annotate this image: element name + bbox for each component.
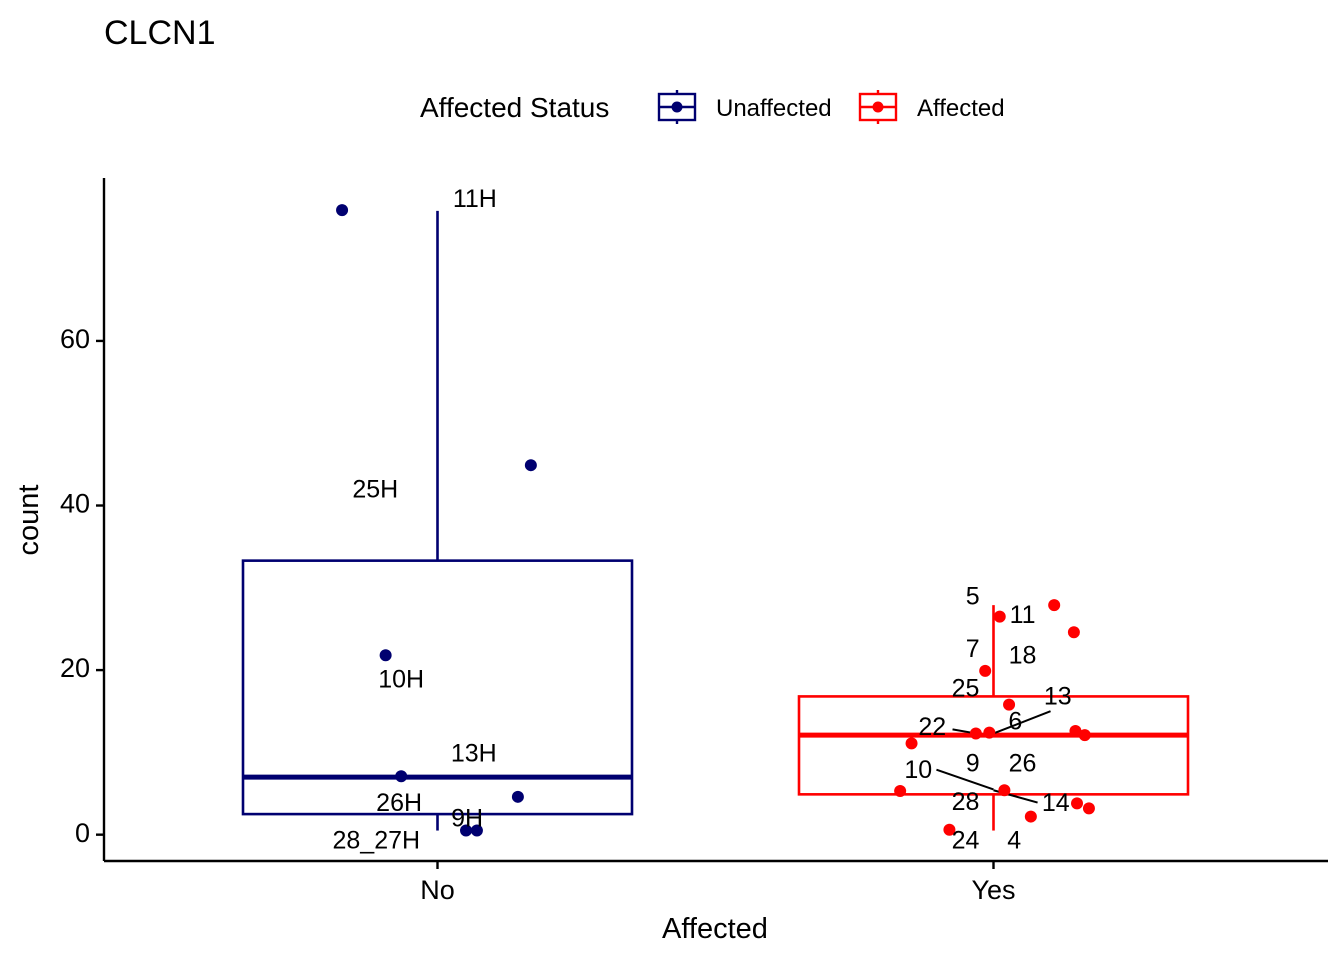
chart-title: CLCN1	[104, 14, 215, 52]
data-point	[1071, 797, 1084, 810]
data-point	[1048, 599, 1061, 612]
point-label: 13H	[451, 739, 497, 767]
legend-key-unaffected	[657, 90, 697, 124]
legend-key-point	[872, 101, 884, 113]
iqr-box	[241, 559, 634, 816]
data-point	[894, 785, 907, 798]
point-label: 7	[966, 635, 980, 663]
point-label: 9H	[451, 804, 483, 832]
legend-key-point	[671, 101, 683, 113]
data-point	[998, 784, 1011, 797]
data-point	[905, 737, 918, 750]
label-connector	[993, 710, 1051, 735]
data-point	[524, 459, 537, 472]
data-point	[1003, 698, 1016, 711]
y-tick-label: 60	[60, 324, 90, 354]
point-label: 13	[1044, 683, 1072, 711]
data-point	[979, 664, 992, 677]
data-point	[1024, 810, 1037, 823]
point-label: 25H	[352, 475, 398, 503]
point-label: 6	[1008, 707, 1022, 735]
point-label: 24	[952, 827, 980, 855]
data-point	[470, 824, 483, 837]
point-label: 28_27H	[333, 827, 421, 855]
point-label: 22	[918, 713, 946, 741]
x-tick-label: No	[420, 875, 455, 905]
y-tick-label: 0	[75, 818, 90, 848]
data-point	[395, 770, 408, 783]
data-point	[983, 726, 996, 739]
point-label: 9	[966, 749, 980, 777]
y-axis-title: count	[13, 485, 45, 556]
x-axis-title: Affected	[662, 913, 768, 945]
point-label: 4	[1007, 827, 1021, 855]
data-point	[1069, 724, 1082, 737]
label-connector	[936, 768, 994, 791]
data-point	[943, 823, 956, 836]
data-point	[460, 824, 473, 837]
legend-label-affected: Affected	[917, 95, 1005, 122]
legend: Affected Status Unaffected Affected	[420, 90, 1005, 124]
data-point	[1067, 626, 1080, 639]
point-label: 11	[1010, 601, 1036, 629]
data-point	[379, 649, 392, 662]
data-point	[969, 727, 982, 740]
data-point	[336, 204, 349, 217]
point-label: 28	[952, 788, 980, 816]
legend-key-affected	[858, 90, 898, 124]
point-label: 14	[1042, 789, 1070, 817]
y-tick-label: 20	[60, 653, 90, 683]
point-label: 11H	[453, 185, 497, 213]
point-label: 18	[1009, 642, 1037, 670]
iqr-box	[797, 695, 1190, 796]
point-label: 26	[1009, 749, 1037, 777]
axes: 0 20 40 60 No Yes	[60, 178, 1328, 905]
point-label: 25	[952, 674, 980, 702]
legend-title: Affected Status	[420, 92, 609, 123]
point-label: 5	[966, 582, 980, 610]
legend-label-unaffected: Unaffected	[716, 95, 832, 122]
point-label: 10	[904, 756, 932, 784]
data-point	[993, 610, 1006, 623]
data-point	[511, 790, 524, 803]
box-group-no: 11H 25H 10H 13H 26H 9H 28_27H	[241, 185, 634, 855]
box-group-yes: 5 11 7 18 25 13 6 22 9 26 10 28 14 24 4	[797, 582, 1190, 855]
point-label: 26H	[376, 789, 422, 817]
point-label: 10H	[378, 665, 424, 693]
data-point	[1082, 802, 1095, 815]
data-point	[1078, 729, 1091, 742]
x-tick-label: Yes	[971, 875, 1015, 905]
y-tick-label: 40	[60, 489, 90, 519]
